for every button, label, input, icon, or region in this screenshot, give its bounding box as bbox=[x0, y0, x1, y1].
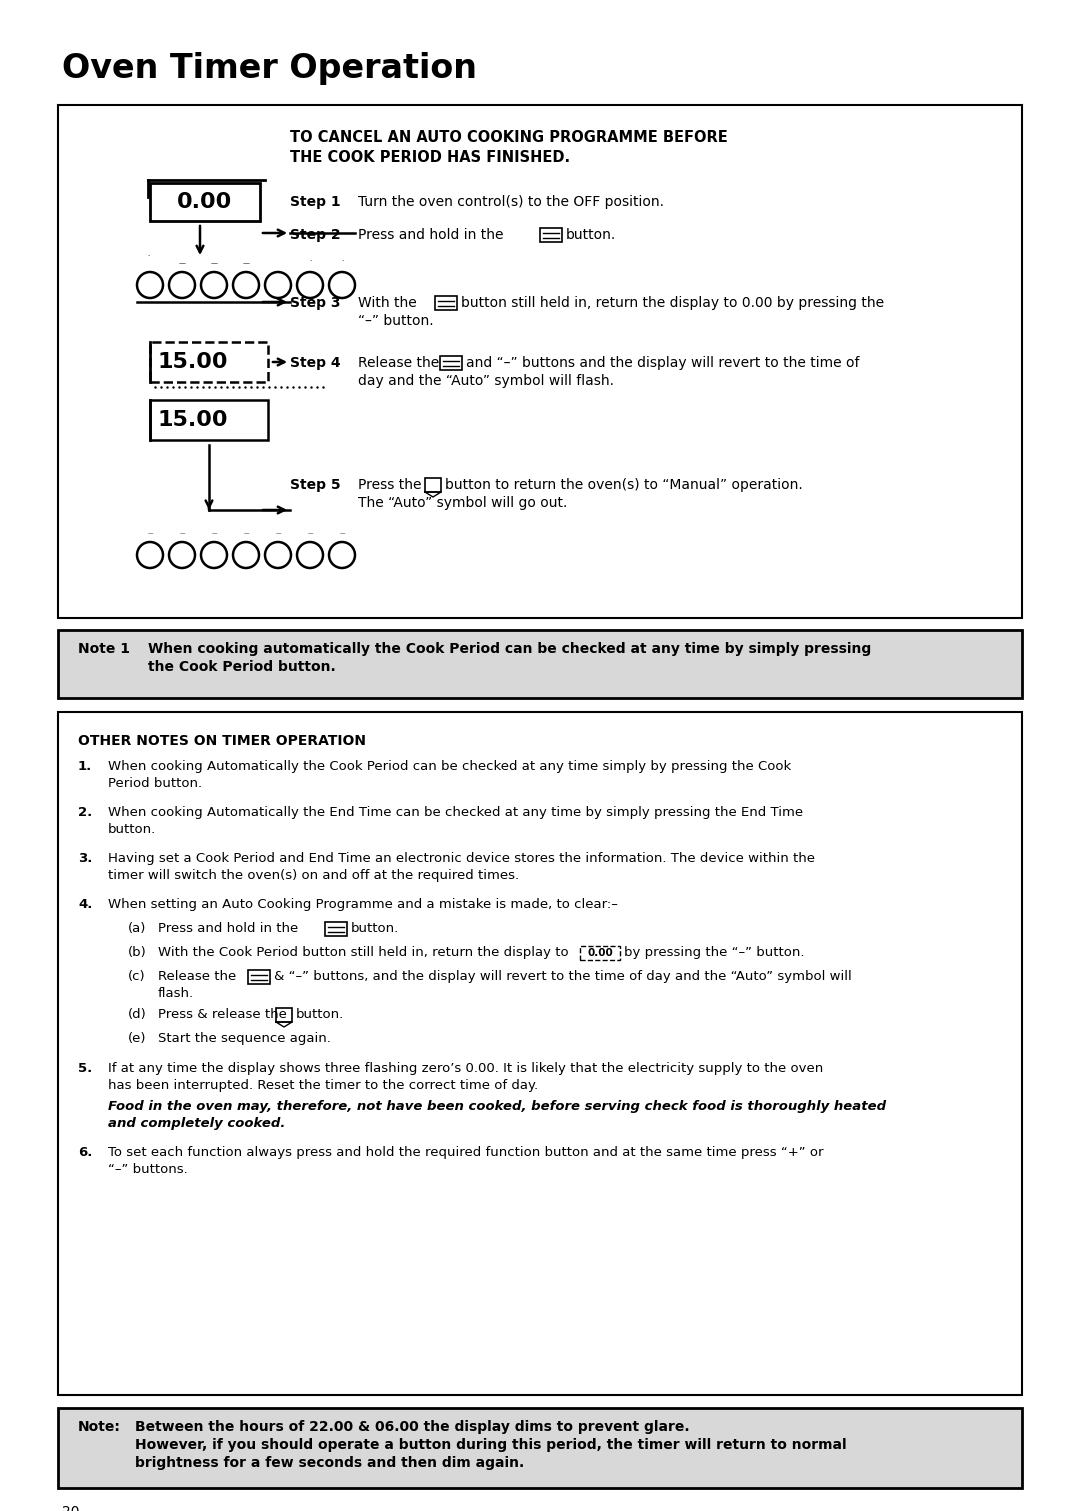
Text: button.: button. bbox=[351, 922, 400, 935]
Text: (c): (c) bbox=[129, 970, 146, 984]
Text: ·: · bbox=[341, 258, 343, 264]
Bar bbox=[58, 1408, 1022, 1488]
Text: 4.: 4. bbox=[78, 898, 93, 911]
Text: —: — bbox=[243, 532, 248, 536]
Bar bbox=[58, 630, 1022, 698]
Text: Note:: Note: bbox=[78, 1420, 121, 1434]
Bar bbox=[440, 357, 462, 370]
Text: —: — bbox=[179, 532, 185, 536]
Text: —: — bbox=[211, 260, 217, 266]
Text: To set each function always press and hold the required function button and at t: To set each function always press and ho… bbox=[108, 1145, 824, 1159]
Text: 3.: 3. bbox=[78, 852, 93, 864]
Text: day and the “Auto” symbol will flash.: day and the “Auto” symbol will flash. bbox=[357, 375, 615, 388]
Text: (e): (e) bbox=[129, 1032, 147, 1046]
Text: (a): (a) bbox=[129, 922, 147, 935]
Text: —: — bbox=[275, 532, 281, 536]
Bar bbox=[58, 104, 1022, 618]
Text: 20: 20 bbox=[62, 1505, 80, 1511]
Text: button.: button. bbox=[566, 228, 617, 242]
Text: “–” buttons.: “–” buttons. bbox=[108, 1163, 188, 1176]
Text: 0.00: 0.00 bbox=[177, 192, 232, 212]
Bar bbox=[435, 296, 457, 310]
Text: Note 1: Note 1 bbox=[78, 642, 130, 656]
Text: Press and hold in the: Press and hold in the bbox=[357, 228, 503, 242]
Text: button.: button. bbox=[108, 823, 157, 836]
Text: The “Auto” symbol will go out.: The “Auto” symbol will go out. bbox=[357, 496, 567, 511]
Text: ·: · bbox=[147, 252, 149, 258]
Text: —: — bbox=[307, 532, 313, 536]
Text: button.: button. bbox=[296, 1008, 345, 1021]
Bar bbox=[150, 400, 268, 440]
Text: & “–” buttons, and the display will revert to the time of day and the “Auto” sym: & “–” buttons, and the display will reve… bbox=[274, 970, 852, 984]
Text: Start the sequence again.: Start the sequence again. bbox=[158, 1032, 330, 1046]
Text: 1.: 1. bbox=[78, 760, 92, 774]
Text: timer will switch the oven(s) on and off at the required times.: timer will switch the oven(s) on and off… bbox=[108, 869, 519, 882]
Text: and “–” buttons and the display will revert to the time of: and “–” buttons and the display will rev… bbox=[465, 357, 860, 370]
Text: Turn the oven control(s) to the OFF position.: Turn the oven control(s) to the OFF posi… bbox=[357, 195, 664, 209]
Bar bbox=[540, 228, 562, 242]
Text: Food in the oven may, therefore, not have been cooked, before serving check food: Food in the oven may, therefore, not hav… bbox=[108, 1100, 886, 1114]
Text: THE COOK PERIOD HAS FINISHED.: THE COOK PERIOD HAS FINISHED. bbox=[291, 150, 570, 165]
Text: 6.: 6. bbox=[78, 1145, 93, 1159]
Text: When cooking Automatically the End Time can be checked at any time by simply pre: When cooking Automatically the End Time … bbox=[108, 805, 804, 819]
Text: Step 2: Step 2 bbox=[291, 228, 340, 242]
Bar bbox=[58, 712, 1022, 1395]
Text: When cooking Automatically the Cook Period can be checked at any time simply by : When cooking Automatically the Cook Peri… bbox=[108, 760, 792, 774]
Text: —: — bbox=[147, 532, 152, 536]
Text: Step 1: Step 1 bbox=[291, 195, 340, 209]
Text: brightness for a few seconds and then dim again.: brightness for a few seconds and then di… bbox=[135, 1457, 524, 1470]
Text: With the Cook Period button still held in, return the display to: With the Cook Period button still held i… bbox=[158, 946, 569, 959]
Text: Step 5: Step 5 bbox=[291, 477, 340, 493]
Text: (d): (d) bbox=[129, 1008, 147, 1021]
Text: However, if you should operate a button during this period, the timer will retur: However, if you should operate a button … bbox=[135, 1438, 847, 1452]
Text: “–” button.: “–” button. bbox=[357, 314, 434, 328]
Text: button to return the oven(s) to “Manual” operation.: button to return the oven(s) to “Manual”… bbox=[445, 477, 802, 493]
Bar bbox=[276, 1008, 292, 1021]
Text: When setting an Auto Cooking Programme and a mistake is made, to clear:–: When setting an Auto Cooking Programme a… bbox=[108, 898, 618, 911]
Text: OTHER NOTES ON TIMER OPERATION: OTHER NOTES ON TIMER OPERATION bbox=[78, 734, 366, 748]
Text: 5.: 5. bbox=[78, 1062, 92, 1074]
Text: 15.00: 15.00 bbox=[158, 409, 229, 431]
Text: has been interrupted. Reset the timer to the correct time of day.: has been interrupted. Reset the timer to… bbox=[108, 1079, 538, 1092]
Text: —: — bbox=[339, 532, 345, 536]
Bar bbox=[426, 477, 441, 493]
Bar bbox=[150, 341, 268, 382]
Text: ·: · bbox=[309, 258, 311, 264]
Bar bbox=[248, 970, 270, 984]
Text: With the: With the bbox=[357, 296, 417, 310]
Text: Step 4: Step 4 bbox=[291, 357, 340, 370]
Text: Step 3: Step 3 bbox=[291, 296, 340, 310]
Text: the Cook Period button.: the Cook Period button. bbox=[148, 660, 336, 674]
Text: Between the hours of 22.00 & 06.00 the display dims to prevent glare.: Between the hours of 22.00 & 06.00 the d… bbox=[135, 1420, 690, 1434]
Text: TO CANCEL AN AUTO COOKING PROGRAMME BEFORE: TO CANCEL AN AUTO COOKING PROGRAMME BEFO… bbox=[291, 130, 728, 145]
Text: 15.00: 15.00 bbox=[158, 352, 229, 372]
Bar bbox=[325, 922, 347, 935]
Text: —: — bbox=[178, 260, 186, 266]
Text: If at any time the display shows three flashing zero’s 0.00. It is likely that t: If at any time the display shows three f… bbox=[108, 1062, 823, 1074]
Text: and completely cooked.: and completely cooked. bbox=[108, 1117, 285, 1130]
Text: Release the: Release the bbox=[357, 357, 440, 370]
Text: by pressing the “–” button.: by pressing the “–” button. bbox=[624, 946, 805, 959]
Bar bbox=[150, 183, 260, 221]
Text: Oven Timer Operation: Oven Timer Operation bbox=[62, 51, 477, 85]
Text: When cooking automatically the Cook Period can be checked at any time by simply : When cooking automatically the Cook Peri… bbox=[148, 642, 872, 656]
Text: button still held in, return the display to 0.00 by pressing the: button still held in, return the display… bbox=[461, 296, 885, 310]
Text: —: — bbox=[243, 260, 249, 266]
Text: Press & release the: Press & release the bbox=[158, 1008, 287, 1021]
Text: Press the: Press the bbox=[357, 477, 421, 493]
Text: Press and hold in the: Press and hold in the bbox=[158, 922, 298, 935]
Text: 0.00: 0.00 bbox=[588, 947, 612, 958]
Text: Release the: Release the bbox=[158, 970, 237, 984]
Bar bbox=[580, 946, 620, 959]
Text: —: — bbox=[212, 532, 217, 536]
Text: Having set a Cook Period and End Time an electronic device stores the informatio: Having set a Cook Period and End Time an… bbox=[108, 852, 815, 864]
Text: flash.: flash. bbox=[158, 987, 194, 1000]
Text: Period button.: Period button. bbox=[108, 777, 202, 790]
Text: 2.: 2. bbox=[78, 805, 92, 819]
Text: (b): (b) bbox=[129, 946, 147, 959]
